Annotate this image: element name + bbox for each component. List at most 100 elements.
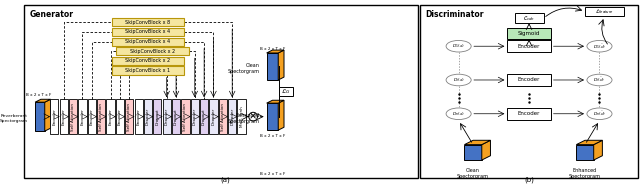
Text: Self Attention: Self Attention — [127, 103, 131, 131]
Text: Encoder: Encoder — [518, 44, 540, 49]
Bar — [508, 40, 551, 52]
Text: $D_i(\hat{d})$: $D_i(\hat{d})$ — [593, 76, 605, 84]
Text: B x 2 x T x F: B x 2 x T x F — [26, 93, 52, 97]
Text: SkipConvBlock x 4: SkipConvBlock x 4 — [125, 30, 170, 34]
Bar — [112, 38, 184, 46]
Bar — [508, 28, 551, 39]
Bar — [228, 99, 236, 134]
Ellipse shape — [587, 108, 612, 120]
Ellipse shape — [446, 40, 471, 52]
Text: Encoder: Encoder — [136, 108, 141, 125]
Bar — [112, 18, 184, 26]
Text: Encoder: Encoder — [518, 78, 540, 82]
Text: Dropout: Dropout — [202, 108, 206, 125]
Text: Reverberant
Spectorgram: Reverberant Spectorgram — [0, 114, 28, 123]
Bar — [515, 13, 543, 23]
Bar — [191, 99, 199, 134]
Text: SkipConvBlock x 4: SkipConvBlock x 4 — [125, 39, 170, 44]
Bar — [112, 57, 184, 65]
Bar — [88, 99, 96, 134]
Ellipse shape — [587, 40, 612, 52]
Text: Decoder: Decoder — [146, 108, 150, 125]
Text: $\mathcal{C}_{cdn}$: $\mathcal{C}_{cdn}$ — [523, 14, 535, 23]
Text: Encoder: Encoder — [81, 108, 84, 125]
Text: Clean
Spectorgram: Clean Spectorgram — [457, 168, 489, 179]
Bar — [219, 99, 227, 134]
Text: ×: × — [249, 112, 257, 122]
Bar — [97, 99, 105, 134]
Text: Encoder: Encoder — [118, 108, 122, 125]
Text: Mag. Tanh: Mag. Tanh — [239, 106, 244, 127]
Bar — [267, 53, 278, 80]
Polygon shape — [278, 50, 284, 80]
Bar — [585, 7, 623, 16]
Polygon shape — [482, 140, 490, 160]
Bar — [51, 99, 58, 134]
Polygon shape — [45, 99, 51, 131]
Bar — [116, 99, 124, 134]
Text: Discriminator: Discriminator — [425, 9, 483, 19]
Text: B x 2 x T x F: B x 2 x T x F — [260, 47, 285, 51]
Bar — [112, 66, 184, 75]
Text: $D_1(\hat{d})$: $D_1(\hat{d})$ — [593, 42, 606, 51]
Text: Encoder: Encoder — [109, 108, 113, 125]
Text: (b): (b) — [524, 176, 534, 183]
Text: Self Attention: Self Attention — [71, 103, 75, 131]
Bar — [69, 99, 77, 134]
Bar — [78, 99, 86, 134]
Bar — [172, 99, 180, 134]
Text: Dropout: Dropout — [156, 108, 159, 125]
Text: Encoder: Encoder — [90, 108, 94, 125]
Text: B x 2 x T x F: B x 2 x T x F — [260, 134, 285, 138]
Ellipse shape — [587, 74, 612, 86]
Text: Self Attention: Self Attention — [99, 103, 103, 131]
Text: $D_i(x)$: $D_i(x)$ — [452, 76, 465, 84]
Polygon shape — [594, 140, 602, 160]
Text: $D_1(x)$: $D_1(x)$ — [452, 42, 465, 50]
Text: Encoder: Encoder — [518, 111, 540, 116]
Text: B x 2 x T x F: B x 2 x T x F — [260, 171, 285, 176]
Bar — [237, 99, 246, 134]
Bar — [279, 87, 292, 96]
Bar — [200, 99, 208, 134]
Polygon shape — [267, 50, 284, 53]
Text: Dropout: Dropout — [174, 108, 178, 125]
Bar — [465, 145, 482, 160]
Text: Decoder: Decoder — [193, 108, 196, 125]
Text: SkipConvBlock x 8: SkipConvBlock x 8 — [125, 20, 170, 25]
Text: Enhanced
Spectorgram: Enhanced Spectorgram — [228, 113, 260, 124]
Bar — [420, 5, 638, 178]
Bar — [24, 5, 418, 178]
Bar — [181, 99, 189, 134]
Bar — [60, 99, 68, 134]
Text: (a): (a) — [220, 176, 230, 183]
Bar — [508, 74, 551, 86]
Bar — [125, 99, 133, 134]
Text: Decoder: Decoder — [164, 108, 169, 125]
Text: Enhanced
Spectorgram: Enhanced Spectorgram — [569, 168, 601, 179]
Polygon shape — [35, 99, 51, 102]
Text: Encoder: Encoder — [61, 108, 66, 125]
Bar — [112, 28, 184, 36]
Text: Decoder: Decoder — [230, 108, 234, 125]
Text: $\mathcal{L}_{feature}$: $\mathcal{L}_{feature}$ — [595, 7, 614, 16]
Bar — [35, 102, 45, 131]
Text: Generator: Generator — [29, 9, 74, 19]
Bar — [144, 99, 152, 134]
Text: Sigmoid: Sigmoid — [518, 31, 540, 36]
Text: SkipConvBlock x 2: SkipConvBlock x 2 — [130, 49, 175, 54]
Bar — [508, 108, 551, 120]
Text: Self Attention: Self Attention — [184, 103, 188, 131]
Text: SkipConvBlock x 2: SkipConvBlock x 2 — [125, 58, 170, 63]
Bar — [106, 99, 115, 134]
Text: $D_n(\hat{d})$: $D_n(\hat{d})$ — [593, 109, 606, 118]
Bar — [153, 99, 161, 134]
Text: SkipConvBlock x 1: SkipConvBlock x 1 — [125, 68, 170, 73]
Polygon shape — [465, 140, 490, 145]
Text: $\mathcal{L}_G$: $\mathcal{L}_G$ — [281, 87, 291, 96]
Polygon shape — [278, 100, 284, 130]
Bar — [116, 47, 189, 55]
Text: Decoder: Decoder — [211, 108, 216, 125]
Ellipse shape — [446, 74, 471, 86]
Ellipse shape — [446, 108, 471, 120]
